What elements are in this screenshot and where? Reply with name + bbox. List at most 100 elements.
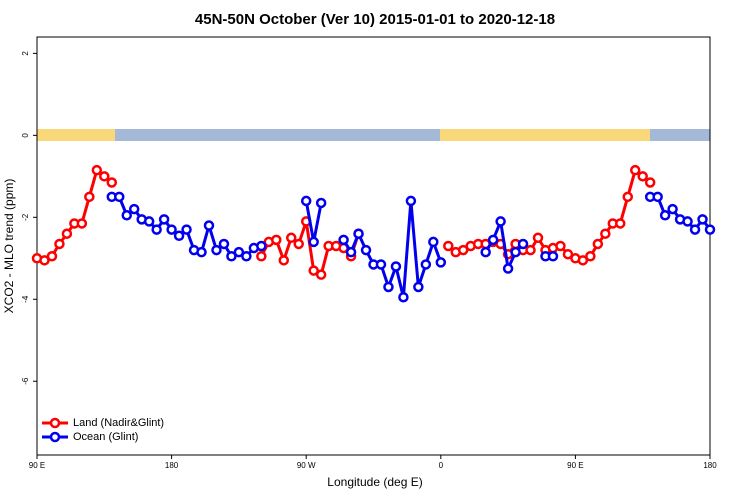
- point: [405, 195, 417, 207]
- land-strip: [37, 129, 115, 141]
- point: [682, 216, 693, 227]
- y-axis-label: XCO2 - MLO trend (ppm): [2, 179, 16, 314]
- point: [203, 220, 215, 231]
- point: [592, 238, 604, 250]
- plot-frame: [36, 36, 711, 456]
- point: [383, 281, 394, 293]
- point: [196, 246, 207, 258]
- point: [375, 259, 387, 270]
- point: [487, 234, 499, 246]
- point: [315, 197, 327, 209]
- y-tick-label: 2: [21, 51, 30, 56]
- land-strip: [440, 129, 650, 141]
- point: [495, 216, 506, 227]
- point: [443, 240, 454, 252]
- point: [667, 203, 678, 215]
- point: [285, 232, 297, 244]
- point: [218, 238, 230, 250]
- point: [315, 269, 327, 280]
- point: [54, 238, 65, 250]
- point: [517, 238, 529, 250]
- point: [278, 255, 290, 266]
- point: [510, 246, 521, 258]
- point: [555, 240, 566, 252]
- point: [121, 210, 132, 221]
- y-tick-label: 0: [21, 133, 30, 138]
- point: [76, 218, 88, 229]
- land-ocean-strip: [37, 129, 710, 141]
- point: [689, 224, 701, 235]
- point: [46, 250, 58, 262]
- point: [390, 261, 402, 272]
- point: [84, 191, 95, 203]
- point: [39, 255, 50, 266]
- point: [659, 210, 671, 221]
- point: [143, 216, 155, 227]
- point: [233, 246, 245, 258]
- point: [532, 232, 544, 244]
- legend-marker: [49, 417, 61, 429]
- point: [525, 244, 536, 256]
- x-tick-label: 0: [439, 461, 444, 470]
- point: [457, 244, 469, 256]
- point: [428, 236, 439, 248]
- point: [99, 171, 110, 182]
- x-tick-label: 90 W: [297, 461, 316, 470]
- point: [353, 228, 364, 239]
- point: [91, 164, 103, 176]
- point: [181, 224, 192, 235]
- point: [420, 259, 432, 270]
- y-tick-label: -4: [21, 295, 30, 303]
- point: [704, 224, 716, 235]
- point: [226, 250, 237, 262]
- legend-marker: [49, 431, 61, 443]
- point: [61, 228, 73, 239]
- point: [644, 177, 656, 188]
- point: [629, 164, 641, 176]
- point: [413, 281, 424, 293]
- chart-title: 45N-50N October (Ver 10) 2015-01-01 to 2…: [195, 11, 555, 28]
- point: [622, 191, 633, 203]
- point: [256, 240, 267, 252]
- point: [114, 191, 125, 203]
- x-tick-label: 180: [165, 461, 179, 470]
- point: [211, 244, 222, 256]
- point: [398, 291, 409, 303]
- point: [562, 248, 574, 260]
- x-tick-label: 90 E: [567, 461, 583, 470]
- x-tick-label: 90 E: [29, 461, 45, 470]
- point: [652, 191, 663, 203]
- point: [293, 238, 304, 250]
- point: [271, 234, 282, 246]
- point: [345, 246, 357, 258]
- point: [435, 257, 447, 268]
- point: [585, 250, 596, 262]
- point: [308, 265, 319, 276]
- point: [256, 250, 267, 262]
- point: [360, 244, 372, 256]
- legend-label: Ocean (Glint): [73, 431, 138, 443]
- point: [128, 203, 140, 215]
- point: [615, 218, 626, 229]
- legend-label: Land (Nadir&Glint): [73, 417, 164, 429]
- point: [308, 236, 319, 248]
- point: [547, 250, 559, 262]
- point: [697, 214, 708, 225]
- point: [151, 224, 162, 235]
- point: [637, 171, 648, 182]
- point: [300, 195, 312, 207]
- y-tick-label: -2: [21, 213, 30, 221]
- point: [166, 224, 177, 235]
- point: [502, 263, 514, 274]
- y-tick-label: -6: [21, 377, 30, 385]
- point: [158, 214, 170, 225]
- x-axis-label: Longitude (deg E): [327, 475, 422, 489]
- point: [577, 255, 589, 266]
- point: [480, 246, 491, 258]
- point: [338, 234, 349, 246]
- point: [241, 250, 252, 262]
- point: [600, 228, 611, 239]
- x-tick-label: 180: [703, 461, 717, 470]
